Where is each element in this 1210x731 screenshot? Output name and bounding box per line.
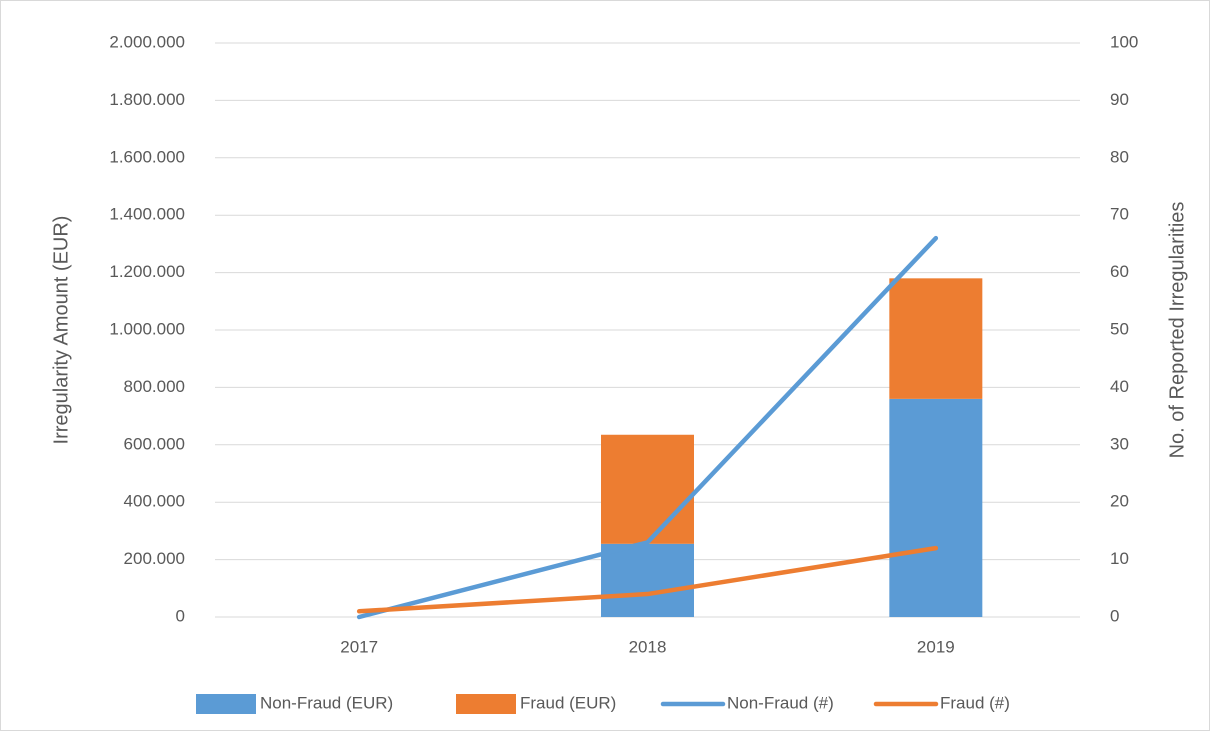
y-tick-label: 2.000.000 <box>109 32 185 51</box>
y-tick-label: 800.000 <box>124 377 185 396</box>
y2-tick-label: 10 <box>1110 549 1129 568</box>
x-tick-label: 2018 <box>629 637 667 656</box>
legend-swatch <box>456 694 516 714</box>
y2-tick-label: 40 <box>1110 377 1129 396</box>
bar <box>601 434 694 544</box>
y2-axis-title: No. of Reported Irregularities <box>1166 202 1188 459</box>
legend-label: Fraud (#) <box>940 693 1010 712</box>
y2-tick-label: 20 <box>1110 492 1129 511</box>
legend-swatch <box>196 694 256 714</box>
y2-tick-label: 0 <box>1110 606 1119 625</box>
y-tick-label: 0 <box>176 606 185 625</box>
legend-label: Non-Fraud (EUR) <box>260 693 393 712</box>
y2-tick-label: 70 <box>1110 205 1129 224</box>
y-tick-label: 600.000 <box>124 434 185 453</box>
y-axis-title: Irregularity Amount (EUR) <box>50 216 72 445</box>
y2-tick-label: 80 <box>1110 147 1129 166</box>
y-tick-label: 400.000 <box>124 492 185 511</box>
y-tick-label: 200.000 <box>124 549 185 568</box>
y-tick-label: 1.800.000 <box>109 90 185 109</box>
x-tick-label: 2019 <box>917 637 955 656</box>
y-tick-label: 1.200.000 <box>109 262 185 281</box>
x-tick-label: 2017 <box>340 637 378 656</box>
bar <box>601 543 694 617</box>
legend-label: Non-Fraud (#) <box>727 693 834 712</box>
y2-tick-label: 50 <box>1110 319 1129 338</box>
y2-tick-label: 60 <box>1110 262 1129 281</box>
y2-tick-label: 30 <box>1110 434 1129 453</box>
line <box>356 235 939 620</box>
y2-tick-label: 90 <box>1110 90 1129 109</box>
bar <box>889 398 983 617</box>
legend-label: Fraud (EUR) <box>520 693 616 712</box>
y2-tick-label: 100 <box>1110 32 1138 51</box>
line <box>356 545 939 614</box>
bar <box>889 278 983 399</box>
y-tick-label: 1.600.000 <box>109 147 185 166</box>
y-tick-label: 1.000.000 <box>109 319 185 338</box>
y-tick-label: 1.400.000 <box>109 205 185 224</box>
